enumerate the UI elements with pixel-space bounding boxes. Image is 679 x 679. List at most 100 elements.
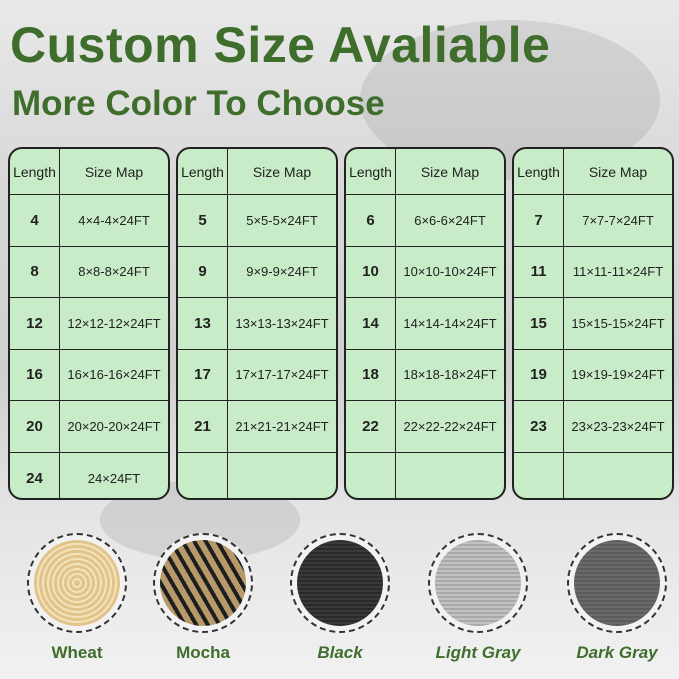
size-map-cell: 18×18-18×24FT — [403, 367, 497, 383]
table-row — [514, 452, 672, 499]
size-map-cell: 7×7-7×24FT — [582, 212, 654, 228]
table-row: 4 4×4-4×24FT — [10, 195, 168, 247]
table-header-row: Length Size Map — [178, 149, 336, 195]
table-row: 15 15×15-15×24FT — [514, 298, 672, 350]
size-map-cell: 23×23-23×24FT — [571, 418, 665, 434]
length-cell: 12 — [10, 298, 60, 349]
table-row: 20 20×20-20×24FT — [10, 401, 168, 453]
size-map-cell: 21×21-21×24FT — [235, 418, 329, 434]
table-row: 16 16×16-16×24FT — [10, 349, 168, 401]
size-map-cell: 24×24FT — [87, 470, 141, 486]
length-cell — [178, 452, 228, 498]
length-cell: 21 — [178, 401, 228, 452]
size-map-cell: 6×6-6×24FT — [414, 212, 486, 228]
header-length: Length — [514, 149, 564, 194]
table-row: 21 21×21-21×24FT — [178, 401, 336, 453]
length-cell: 4 — [10, 195, 60, 246]
size-map-cell: 12×12-12×24FT — [67, 315, 161, 331]
size-map-cell: 16×16-16×24FT — [67, 367, 161, 383]
size-table: Length Size Map 6 6×6-6×24FT 10 10×10-10… — [344, 147, 506, 500]
size-map-cell: 15×15-15×24FT — [571, 315, 665, 331]
color-label-black: Black — [317, 643, 363, 662]
swatch-texture — [160, 540, 246, 626]
length-cell: 13 — [178, 298, 228, 349]
table-row — [178, 452, 336, 499]
size-map-cell: 4×4-4×24FT — [78, 212, 150, 228]
table-row: 7 7×7-7×24FT — [514, 195, 672, 247]
table-row: 18 18×18-18×24FT — [346, 349, 504, 401]
table-row: 5 5×5-5×24FT — [178, 195, 336, 247]
header-length: Length — [10, 149, 60, 194]
length-cell: 22 — [346, 401, 396, 452]
header-length: Length — [178, 149, 228, 194]
length-cell: 5 — [178, 195, 228, 246]
color-label-dark-gray: Dark Gray — [576, 643, 658, 662]
table-row: 10 10×10-10×24FT — [346, 246, 504, 298]
color-label-light-gray: Light Gray — [435, 643, 521, 662]
table-row: 22 22×22-22×24FT — [346, 401, 504, 453]
size-map-cell: 5×5-5×24FT — [246, 212, 318, 228]
length-cell: 17 — [178, 349, 228, 400]
table-row: 24 24×24FT — [10, 452, 168, 498]
swatch-texture — [297, 540, 383, 626]
length-cell: 10 — [346, 246, 396, 297]
size-map-cell: 8×8-8×24FT — [78, 264, 150, 280]
table-row: 8 8×8-8×24FT — [10, 246, 168, 298]
header-size-map: Size Map — [420, 163, 480, 180]
size-map-cell: 22×22-22×24FT — [403, 418, 497, 434]
size-map-cell — [564, 453, 672, 499]
length-cell — [514, 452, 564, 498]
length-cell: 11 — [514, 246, 564, 297]
color-label-wheat: Wheat — [51, 643, 103, 662]
length-cell: 14 — [346, 298, 396, 349]
length-cell: 20 — [10, 401, 60, 452]
length-cell: 8 — [10, 246, 60, 297]
size-map-cell: 13×13-13×24FT — [235, 315, 329, 331]
length-cell: 24 — [10, 452, 60, 498]
size-map-cell: 17×17-17×24FT — [235, 367, 329, 383]
table-row: 9 9×9-9×24FT — [178, 246, 336, 298]
size-map-cell: 9×9-9×24FT — [246, 264, 318, 280]
swatch-black — [290, 533, 390, 633]
length-cell: 6 — [346, 195, 396, 246]
table-row: 13 13×13-13×24FT — [178, 298, 336, 350]
length-cell: 19 — [514, 349, 564, 400]
table-header-row: Length Size Map — [514, 149, 672, 195]
length-cell: 18 — [346, 349, 396, 400]
header-size-map: Size Map — [252, 163, 312, 180]
table-row: 14 14×14-14×24FT — [346, 298, 504, 350]
header-length: Length — [346, 149, 396, 194]
table-row: 6 6×6-6×24FT — [346, 195, 504, 247]
swatch-wheat — [27, 533, 127, 633]
table-row: 23 23×23-23×24FT — [514, 401, 672, 453]
table-row: 19 19×19-19×24FT — [514, 349, 672, 401]
length-cell: 9 — [178, 246, 228, 297]
size-map-cell: 20×20-20×24FT — [67, 418, 161, 434]
table-header-row: Length Size Map — [10, 149, 168, 195]
swatch-light-gray — [428, 533, 528, 633]
size-table: Length Size Map 7 7×7-7×24FT 11 11×11-11… — [512, 147, 674, 500]
table-row: 17 17×17-17×24FT — [178, 349, 336, 401]
table-row — [346, 452, 504, 499]
length-cell: 7 — [514, 195, 564, 246]
size-map-cell: 10×10-10×24FT — [403, 264, 497, 280]
swatch-texture — [34, 540, 120, 626]
table-header-row: Length Size Map — [346, 149, 504, 195]
size-map-cell — [396, 453, 504, 499]
table-row: 12 12×12-12×24FT — [10, 298, 168, 350]
size-table: Length Size Map 5 5×5-5×24FT 9 9×9-9×24F… — [176, 147, 338, 500]
header-size-map: Size Map — [84, 163, 144, 180]
swatch-dark-gray — [567, 533, 667, 633]
page-subtitle: More Color To Choose — [12, 84, 385, 123]
page-title: Custom Size Avaliable — [10, 17, 551, 73]
size-map-cell: 11×11-11×24FT — [572, 264, 664, 280]
length-cell: 16 — [10, 349, 60, 400]
length-cell: 15 — [514, 298, 564, 349]
size-table: Length Size Map 4 4×4-4×24FT 8 8×8-8×24F… — [8, 147, 170, 500]
header-size-map: Size Map — [588, 163, 648, 180]
swatch-texture — [435, 540, 521, 626]
color-label-mocha: Mocha — [176, 643, 230, 662]
swatch-texture — [574, 540, 660, 626]
size-map-cell: 19×19-19×24FT — [571, 367, 665, 383]
size-map-cell — [228, 453, 336, 499]
